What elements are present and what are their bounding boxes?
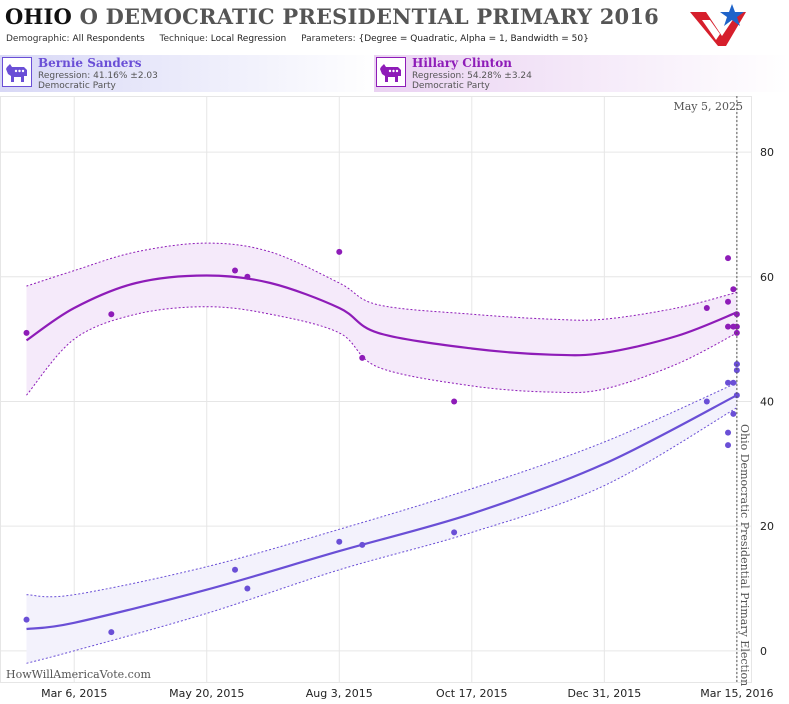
legend-hillary-clinton[interactable]: Hillary Clinton Regression: 54.28% ±3.24… xyxy=(374,55,789,92)
technique-value: Local Regression xyxy=(210,34,287,44)
y-tick-label: 40 xyxy=(760,395,774,408)
parameters-value: {Degree = Quadratic, Alpha = 1, Bandwidt… xyxy=(358,34,589,44)
technique-label: Technique: xyxy=(159,34,208,44)
plot-frame xyxy=(0,96,752,683)
y-tick-label: 80 xyxy=(760,146,774,159)
hillary-clinton-poll-point xyxy=(244,273,251,280)
hillary-clinton-band xyxy=(26,243,737,396)
site-logo-icon xyxy=(690,4,746,46)
candidate-party: Democratic Party xyxy=(38,81,116,91)
parameters-label: Parameters: xyxy=(301,34,356,44)
bernie-sanders-poll-point xyxy=(359,541,366,548)
hillary-clinton-poll-point xyxy=(336,248,343,255)
election-label: Ohio Democratic Presidential Primary Ele… xyxy=(738,424,751,686)
legend-bernie-sanders[interactable]: Bernie Sanders Regression: 41.16% ±2.03 … xyxy=(0,55,380,92)
bernie-sanders-poll-point xyxy=(733,392,740,399)
x-tick-label: Dec 31, 2015 xyxy=(567,687,641,700)
bernie-sanders-band-upper xyxy=(26,382,738,598)
bernie-sanders-band-lower xyxy=(26,407,738,664)
bernie-sanders-poll-point xyxy=(730,379,737,386)
democrat-donkey-icon xyxy=(2,57,32,87)
hillary-clinton-poll-point xyxy=(703,304,710,311)
bernie-sanders-poll-point xyxy=(451,529,458,536)
bernie-sanders-poll-point xyxy=(725,442,732,449)
candidate-regression: Regression: 41.16% ±2.03 xyxy=(38,71,158,81)
hillary-clinton-poll-point xyxy=(232,267,239,274)
x-tick-label: Oct 17, 2015 xyxy=(436,687,508,700)
confidence-bands xyxy=(26,242,738,664)
candidate-name: Hillary Clinton xyxy=(412,56,512,70)
hillary-clinton-poll-point xyxy=(108,311,115,318)
x-tick-label: Mar 6, 2015 xyxy=(41,687,107,700)
y-tick-labels: 0 20 40 60 80 xyxy=(760,146,774,658)
bernie-sanders-poll-point xyxy=(725,379,732,386)
bernie-sanders-poll-point xyxy=(108,629,115,636)
candidate-party: Democratic Party xyxy=(412,81,490,91)
hillary-clinton-poll-point xyxy=(733,323,740,330)
bernie-sanders-poll-point xyxy=(244,585,251,592)
demographic-value: All Respondents xyxy=(72,34,145,44)
x-tick-label: Mar 15, 2016 xyxy=(700,687,773,700)
title-text: O DEMOCRATIC PRESIDENTIAL PRIMARY 2016 xyxy=(79,4,659,29)
hillary-clinton-poll-point xyxy=(725,298,732,305)
bernie-sanders-band xyxy=(26,382,737,664)
bernie-sanders-poll-point xyxy=(336,538,343,545)
hillary-clinton-poll-point xyxy=(451,398,458,405)
hillary-clinton-poll-point xyxy=(725,255,732,262)
bernie-sanders-poll-point xyxy=(703,398,710,405)
hillary-clinton-poll-point xyxy=(23,329,30,336)
poll-points xyxy=(23,248,740,636)
hillary-clinton-poll-point xyxy=(359,354,366,361)
title-state: OHIO xyxy=(5,4,73,29)
y-tick-label: 20 xyxy=(760,520,774,533)
bernie-sanders-poll-point xyxy=(730,410,737,417)
watermark: HowWillAmericaVote.com xyxy=(6,668,151,681)
bernie-sanders-regression-line xyxy=(26,394,738,631)
hillary-clinton-band-upper xyxy=(26,242,738,321)
hillary-clinton-regression-line xyxy=(25,274,738,357)
x-tick-label: May 20, 2015 xyxy=(169,687,244,700)
bernie-sanders-poll-point xyxy=(725,429,732,436)
hillary-clinton-poll-point xyxy=(733,311,740,318)
x-tick-label: Aug 3, 2015 xyxy=(306,687,373,700)
hillary-clinton-poll-point xyxy=(730,286,737,293)
chart-title: OHIO O DEMOCRATIC PRESIDENTIAL PRIMARY 2… xyxy=(5,4,659,29)
bernie-sanders-poll-point xyxy=(733,367,740,374)
y-tick-label: 0 xyxy=(760,645,767,658)
bernie-sanders-poll-point xyxy=(232,566,239,573)
current-date-label: May 5, 2025 xyxy=(673,100,743,113)
x-tick-labels: Mar 6, 2015 May 20, 2015 Aug 3, 2015 Oct 17… xyxy=(41,687,773,700)
y-tick-label: 60 xyxy=(760,271,774,284)
candidate-regression: Regression: 54.28% ±3.24 xyxy=(412,71,532,81)
candidate-name: Bernie Sanders xyxy=(38,56,142,70)
parameters-line: Demographic: All Respondents Technique: … xyxy=(6,34,589,44)
regression-lines xyxy=(25,274,738,631)
hillary-clinton-poll-point xyxy=(725,323,732,330)
bernie-sanders-poll-point xyxy=(23,616,30,623)
democrat-donkey-icon xyxy=(376,57,406,87)
demographic-label: Demographic: xyxy=(6,34,70,44)
hillary-clinton-band-lower xyxy=(26,306,738,396)
